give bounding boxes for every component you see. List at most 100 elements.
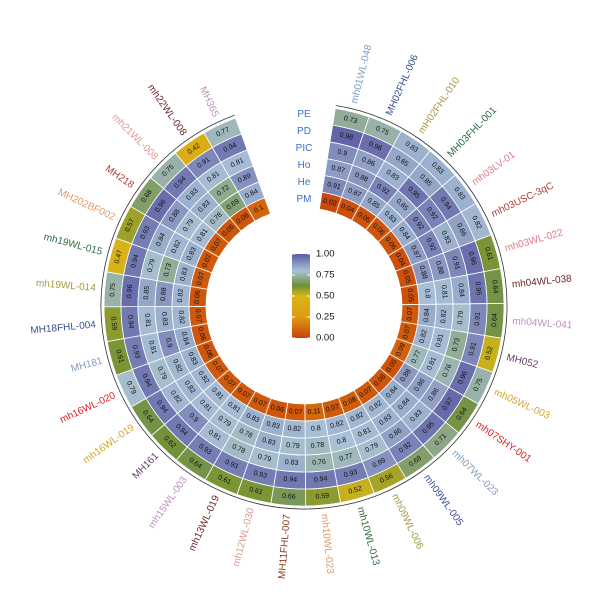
cell-value-label: 0.73 <box>343 115 358 125</box>
marker-label: MH365 <box>197 85 221 119</box>
marker-label: mh03LV-01 <box>470 149 518 188</box>
marker-label: mh12WL-030 <box>231 506 257 567</box>
cell-value-label: 0.59 <box>315 492 329 500</box>
cell-value-label: 0.88 <box>418 265 428 280</box>
ring-labels: PE PD PIC Ho He PM <box>296 109 313 205</box>
cell-value-label: 0.06 <box>196 327 206 342</box>
cell-value-label: 0.91 <box>468 341 478 356</box>
cell-value-label: 0.94 <box>126 315 134 329</box>
cell-value-label: 0.83 <box>179 267 189 282</box>
cell-value-label: 0.59 <box>109 316 117 330</box>
cell-value-label: 0.81 <box>435 333 445 348</box>
marker-label: MH218 <box>103 163 136 191</box>
cell-value-label: 0.82 <box>177 310 185 324</box>
marker-label: mh03WL-022 <box>504 227 565 254</box>
ring-label: Ho <box>298 160 311 171</box>
cell-value-label: 0.96 <box>126 284 134 298</box>
marker-label: mh10WL-023 <box>319 514 336 575</box>
cell-value-label: 0.73 <box>163 262 173 277</box>
colorbar-tick-label: 0.50 <box>316 291 335 302</box>
cell-value-label: 0.81 <box>440 285 448 299</box>
colorbar-legend: 0.00 0.25 0.50 0.75 1.00 <box>292 249 335 344</box>
heatmap-cells <box>100 105 508 510</box>
cell-value-label: 0.9 <box>337 149 348 158</box>
cell-value-label: 0.88 <box>434 260 444 275</box>
cell-value-label: 0.78 <box>310 442 324 450</box>
cell-value-label: 0.79 <box>257 453 272 463</box>
cell-value-label: 0.83 <box>284 459 298 467</box>
cell-value-label: 0.73 <box>452 337 462 352</box>
cell-value-label: 0.61 <box>483 246 493 261</box>
colorbar-tick-label: 0.75 <box>316 270 335 281</box>
cell-value-label: 0.84 <box>180 331 190 346</box>
cell-value-label: 0.77 <box>339 453 354 463</box>
colorbar <box>292 254 310 338</box>
cell-value-label: 0.93 <box>130 344 140 359</box>
cell-value-label: 0.94 <box>130 254 140 269</box>
marker-label: mh15WL-003 <box>147 475 190 531</box>
cell-value-label: 0.05 <box>406 288 414 302</box>
cell-value-label: 0.79 <box>457 311 465 325</box>
marker-label: MH161 <box>131 451 162 482</box>
cell-value-label: 0.81 <box>147 340 157 355</box>
cell-value-label: 0.61 <box>248 486 263 496</box>
cell-value-label: 0.82 <box>177 288 185 302</box>
cell-value-label: 0.52 <box>348 485 363 495</box>
marker-label: MH11FHL-007 <box>277 513 293 579</box>
cell-value-label: 0.02 <box>322 198 337 208</box>
cell-value-label: 0.06 <box>194 290 202 304</box>
cell-value-label: 0.52 <box>485 346 495 361</box>
marker-label: mh07WL-023 <box>450 448 501 498</box>
ring-label: PIC <box>296 143 313 154</box>
cell-value-label: 0.9 <box>187 412 199 424</box>
marker-label: mh10WL-013 <box>355 506 382 567</box>
cell-value-label: 0.82 <box>440 309 448 323</box>
cell-value-label: 0.07 <box>196 271 206 286</box>
cell-value-label: 0.76 <box>312 459 326 467</box>
cell-value-label: 0.8 <box>423 288 431 298</box>
outer-arc-line <box>100 105 508 510</box>
cell-value-label: 0.8 <box>336 437 347 446</box>
marker-label: mh16WL-020 <box>58 390 117 426</box>
cell-value-label: 0.87 <box>347 187 362 199</box>
cell-value-label: 0.85 <box>143 286 151 300</box>
ring-label: He <box>298 177 311 188</box>
cell-value-label: 0.82 <box>287 425 301 433</box>
marker-label: MH202BF002 <box>56 187 117 223</box>
marker-label: mh09WL-005 <box>421 473 465 529</box>
cell-value-label: 0.47 <box>114 249 124 264</box>
cell-value-label: 0.64 <box>491 313 499 327</box>
marker-label: mh22WL-008 <box>145 83 189 139</box>
marker-label: MH02FHL-006 <box>384 53 421 118</box>
cell-value-label: 0.64 <box>490 280 498 294</box>
cell-value-label: 0.79 <box>286 442 300 450</box>
cell-value-label: 0.07 <box>325 403 340 413</box>
cell-value-label: 0.94 <box>283 476 297 484</box>
marker-label: MH03FHL-001 <box>446 105 500 160</box>
ring-label: PD <box>297 126 311 137</box>
marker-label: mh04WL-041 <box>512 316 573 331</box>
colorbar-tick-label: 0.25 <box>316 312 335 323</box>
cell-value-label: 0.83 <box>265 420 280 430</box>
cell-value-label: 0.61 <box>114 349 124 364</box>
colorbar-tick-label: 1.00 <box>316 249 335 260</box>
cell-value-label: 0.98 <box>339 132 354 142</box>
cell-value-label: 0.96 <box>367 141 382 153</box>
cell-value-label: 0.93 <box>343 469 358 479</box>
marker-label: mh07SHY-001 <box>473 419 533 465</box>
cell-value-label: 0.91 <box>474 312 482 326</box>
cell-value-label: 0.88 <box>354 172 369 184</box>
marker-label: MH052 <box>505 352 539 371</box>
cell-value-label: 0.05 <box>401 269 411 284</box>
cell-value-label: 0.82 <box>330 420 345 430</box>
cell-value-label: 0.06 <box>270 404 285 414</box>
marker-label: mh05WL-003 <box>492 387 552 422</box>
cell-value-label: 0.66 <box>282 493 296 501</box>
cell-value-label: 0.96 <box>467 251 477 266</box>
cell-value-label: 0.81 <box>143 313 151 327</box>
marker-label: mh13WL-019 <box>187 493 222 553</box>
cell-value-label: 0.07 <box>402 325 412 340</box>
marker-label: mh21WL-008 <box>110 112 161 162</box>
marker-label: MH18FHL-004 <box>30 320 97 337</box>
